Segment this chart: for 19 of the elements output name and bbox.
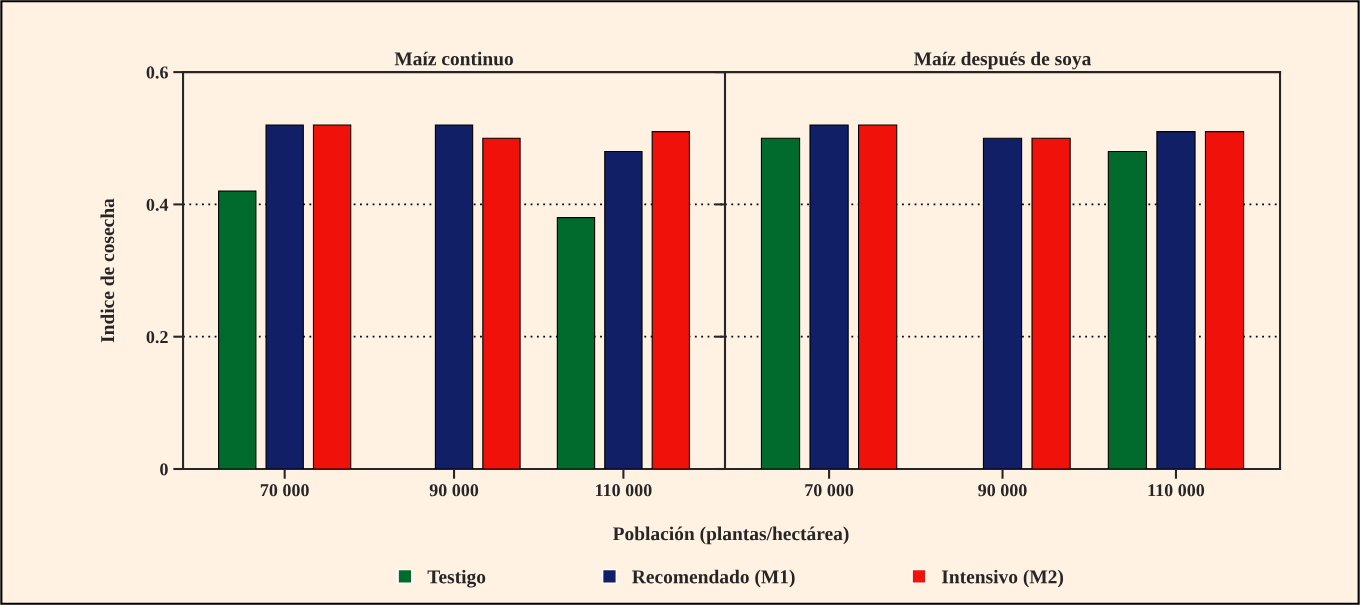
x-tick-label: 110 000 <box>1148 484 1205 497</box>
bar <box>312 124 352 469</box>
y-axis-title: Indice de cosecha <box>100 198 115 343</box>
y-tick-label: 0.2 <box>146 330 168 344</box>
legend-label: Recomendado (M1) <box>632 569 795 588</box>
legend-label: Intensivo (M2) <box>941 569 1064 588</box>
chart-title: Maíz después de soya <box>914 51 1092 70</box>
x-tick-label: 70 000 <box>260 484 309 497</box>
x-tick-label: 90 000 <box>429 484 479 497</box>
legend-label: Testigo <box>427 569 486 588</box>
x-axis-title: Población (plantas/hectárea) <box>612 526 849 545</box>
x-tick-label: 70 000 <box>805 484 854 497</box>
y-tick-label: 0.4 <box>146 198 169 211</box>
x-tick-label: 90 000 <box>978 484 1027 497</box>
x-tick-label: 110 000 <box>596 484 652 497</box>
chart-title: Maíz continuo <box>394 51 513 66</box>
bar <box>218 190 257 469</box>
y-tick-label: 0.6 <box>146 66 168 79</box>
y-tick-label: 0 <box>160 463 168 476</box>
